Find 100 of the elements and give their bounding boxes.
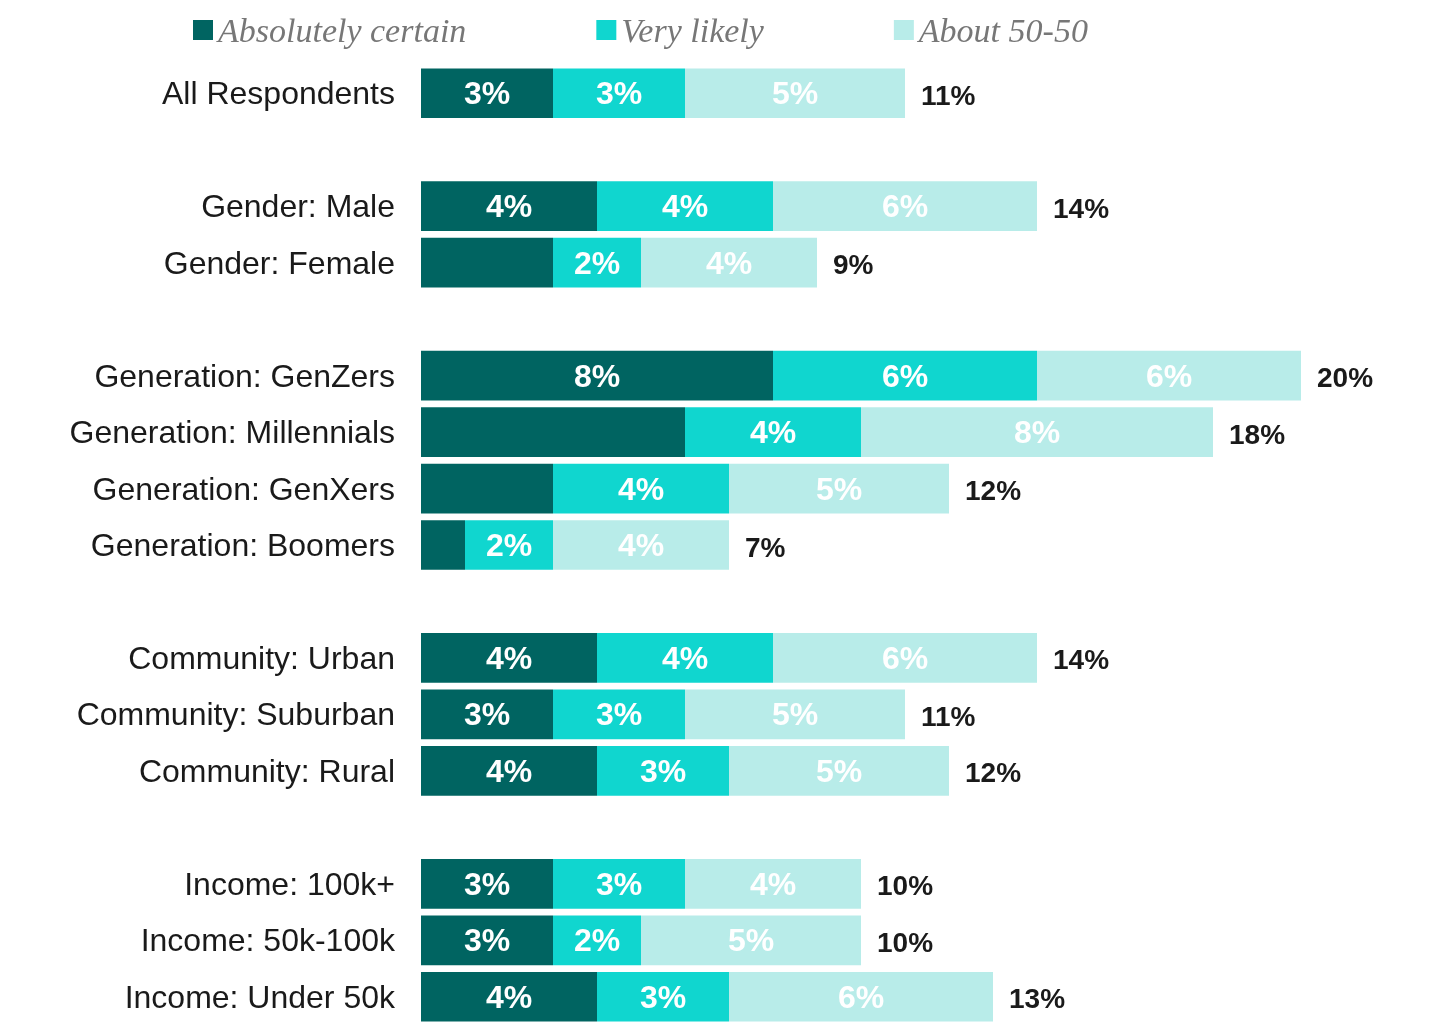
data-label: 3% — [639, 752, 687, 789]
data-label: 4% — [485, 978, 533, 1015]
total-label: 10% — [877, 870, 934, 902]
legend-label: About 50-50 — [916, 11, 1088, 49]
data-label: 3% — [463, 865, 511, 902]
y-tick-label: Generation: GenXers — [92, 470, 395, 507]
data-label: 4% — [661, 188, 709, 225]
bar — [421, 858, 553, 909]
bar — [421, 237, 553, 288]
total-label: 12% — [965, 475, 1022, 507]
y-tick-label: Income: 100k+ — [184, 865, 395, 902]
data-label: 4% — [485, 188, 533, 225]
bar — [729, 746, 949, 796]
total-label: 18% — [1229, 418, 1286, 450]
total-label: 7% — [745, 531, 786, 563]
y-tick-label: Income: 50k-100k — [140, 922, 396, 959]
bar — [421, 181, 597, 232]
bar — [553, 858, 685, 909]
data-label: 6% — [881, 639, 929, 676]
bar — [421, 350, 773, 401]
y-tick-label: Generation: Boomers — [90, 527, 395, 563]
bar — [421, 633, 597, 683]
total-label: 14% — [1053, 192, 1110, 224]
total-label: 20% — [1317, 362, 1374, 394]
data-label: 4% — [617, 470, 665, 507]
data-label: 3% — [463, 922, 511, 959]
legend-label: Very likely — [621, 11, 765, 49]
bar — [685, 858, 861, 909]
bar — [597, 181, 773, 232]
bar — [421, 520, 465, 570]
data-label: 2% — [573, 244, 621, 281]
data-label: 3% — [595, 696, 643, 733]
data-label: 2% — [485, 527, 533, 563]
bar — [553, 689, 685, 740]
data-label: 3% — [595, 865, 643, 902]
bar — [773, 633, 1037, 683]
data-label: 5% — [727, 922, 775, 959]
total-label: 11% — [921, 79, 976, 111]
bar — [553, 520, 729, 570]
data-label: 3% — [639, 978, 687, 1015]
bar — [641, 915, 861, 966]
bar — [597, 746, 729, 796]
y-tick-label: Income: Under 50k — [124, 978, 396, 1015]
total-label: 13% — [1009, 983, 1066, 1015]
data-label: 4% — [617, 527, 665, 563]
bar — [641, 237, 817, 288]
y-tick-label: Community: Rural — [138, 752, 395, 789]
y-tick-label: Community: Suburban — [76, 696, 395, 733]
data-label: 4% — [749, 414, 797, 451]
data-label: 3% — [463, 696, 511, 733]
bar — [421, 463, 553, 514]
bar — [597, 633, 773, 683]
y-tick-label: Gender: Male — [201, 188, 395, 225]
bar — [685, 689, 905, 740]
total-label: 11% — [921, 700, 976, 732]
data-label: 6% — [881, 188, 929, 225]
data-label: 3% — [463, 75, 511, 112]
bar — [421, 407, 685, 457]
data-label: 4% — [749, 865, 797, 902]
data-label: 5% — [815, 752, 863, 789]
data-label: 4% — [705, 244, 753, 281]
bar — [421, 971, 597, 1022]
bar — [729, 971, 993, 1022]
data-label: 5% — [771, 696, 819, 733]
bar — [597, 971, 729, 1022]
data-label: 4% — [485, 752, 533, 789]
bar — [729, 463, 949, 514]
total-label: 9% — [833, 249, 874, 281]
y-tick-label: Community: Urban — [128, 639, 395, 676]
data-label: 8% — [1013, 414, 1061, 451]
y-tick-label: Generation: Millennials — [69, 414, 395, 451]
bar — [773, 350, 1037, 401]
bar — [685, 407, 861, 457]
bar — [861, 407, 1213, 457]
y-tick-label: All Respondents — [161, 75, 395, 112]
data-label: 3% — [595, 75, 643, 112]
bar — [553, 463, 729, 514]
data-label: 6% — [881, 357, 929, 394]
bar — [685, 68, 905, 119]
bar — [1037, 350, 1301, 401]
y-tick-label: Gender: Female — [163, 244, 395, 281]
data-label: 4% — [485, 639, 533, 676]
bar — [773, 181, 1037, 232]
bar — [421, 915, 553, 966]
total-label: 10% — [877, 926, 934, 958]
data-label: 4% — [661, 639, 709, 676]
data-label: 6% — [837, 978, 885, 1015]
data-label: 2% — [573, 922, 621, 959]
data-label: 5% — [815, 470, 863, 507]
data-label: 5% — [771, 75, 819, 112]
total-label: 12% — [965, 757, 1022, 789]
bar — [421, 689, 553, 740]
bar — [553, 68, 685, 119]
bar — [421, 746, 597, 796]
data-label: 6% — [1145, 357, 1193, 394]
y-tick-label: Generation: GenZers — [94, 357, 395, 394]
legend-label: Absolutely certain — [216, 11, 467, 49]
bar — [421, 68, 553, 119]
data-label: 8% — [573, 357, 621, 394]
total-label: 14% — [1053, 644, 1110, 676]
